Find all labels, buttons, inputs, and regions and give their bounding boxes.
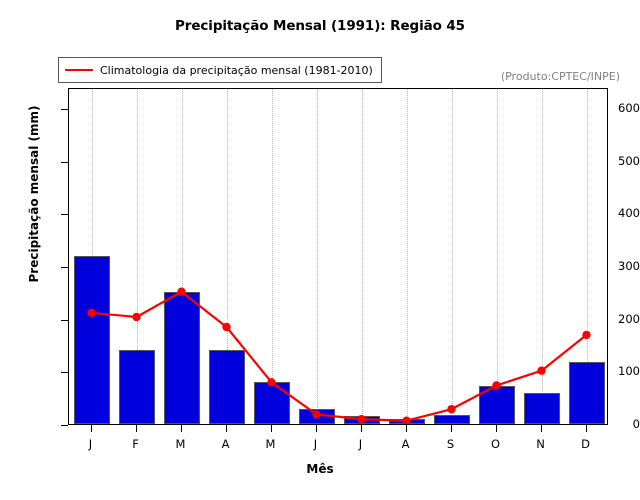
bar [253,381,290,424]
bar [208,350,245,424]
gridline-vertical [406,89,408,424]
y-tick-mark [61,161,68,163]
x-tick-mark [90,425,92,432]
x-tick-label: S [446,437,455,451]
legend-label: Climatologia da precipitação mensal (198… [100,63,373,77]
y-tick-mark [61,214,68,216]
y-tick-label: 0 [632,417,640,431]
x-tick-mark [405,425,407,432]
y-tick-mark [61,267,68,269]
y-tick-label: 500 [618,153,640,168]
x-tick-mark [450,425,452,432]
y-tick-label: 200 [618,311,640,326]
legend-line-swatch-icon [65,69,93,71]
x-tick-label: M [265,437,276,451]
x-tick-mark [585,425,587,432]
legend: Climatologia da precipitação mensal (198… [58,57,382,83]
x-tick-label: O [490,437,501,451]
x-tick-label: N [536,437,545,451]
y-tick-label: 100 [618,364,640,379]
bar [118,350,155,424]
y-tick-label: 600 [618,101,640,116]
bar [73,255,110,424]
bar [343,416,380,424]
y-tick-mark [61,372,68,374]
gridline-vertical [541,89,543,424]
x-tick-label: A [401,437,410,451]
gridline-vertical [181,89,183,424]
bar [163,292,200,424]
x-tick-label: D [581,437,590,451]
y-tick-mark [61,319,68,321]
x-tick-mark [270,425,272,432]
y-tick-mark [61,109,68,111]
x-tick-mark [315,425,317,432]
gridline-vertical [226,89,228,424]
plot-inner [69,89,607,424]
plot-area [68,88,608,425]
gridline-vertical [136,89,138,424]
gridline-vertical [316,89,318,424]
x-tick-mark [540,425,542,432]
gridline-vertical [361,89,363,424]
x-tick-mark [135,425,137,432]
y-axis-label: Precipitação mensal (mm) [27,105,41,283]
x-tick-label: A [221,437,230,451]
x-tick-label: J [313,437,318,451]
x-tick-mark [225,425,227,432]
bar [388,418,425,424]
gridline-vertical [271,89,273,424]
x-tick-mark [360,425,362,432]
y-tick-label: 400 [618,206,640,221]
bar [523,393,560,424]
y-tick-label: 300 [618,259,640,274]
bar [298,409,335,424]
y-tick-mark [61,425,68,426]
bar [568,362,605,424]
x-axis-label: Mês [306,462,334,476]
gridline-vertical [451,89,453,424]
x-tick-mark [180,425,182,432]
gridline-vertical [586,89,588,424]
chart-title: Precipitação Mensal (1991): Região 45 [175,18,465,34]
x-tick-label: F [132,437,139,451]
x-tick-mark [495,425,497,432]
gridline-vertical [496,89,498,424]
x-tick-label: J [358,437,363,451]
bar [478,386,515,424]
source-note: (Produto:CPTEC/INPE) [500,70,620,83]
bar [433,414,470,424]
x-tick-label: M [175,437,186,451]
x-tick-label: J [88,437,93,451]
